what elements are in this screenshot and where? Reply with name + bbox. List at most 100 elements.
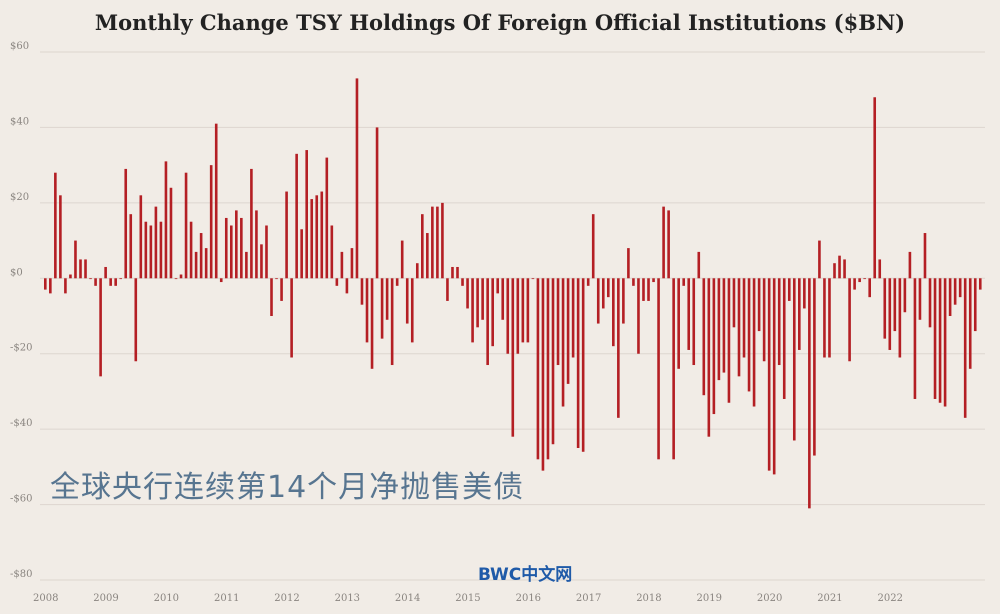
bar <box>772 278 776 475</box>
x-tick-label: 2020 <box>757 593 782 604</box>
bar <box>456 266 459 279</box>
bar <box>139 195 143 279</box>
bar <box>601 278 605 309</box>
x-tick-label: 2011 <box>214 593 239 604</box>
bar <box>94 278 97 286</box>
bar <box>179 274 183 279</box>
bar <box>888 278 892 350</box>
bar <box>657 278 660 460</box>
bar <box>295 153 298 279</box>
bar <box>99 278 102 377</box>
bar <box>617 278 620 418</box>
x-tick-label: 2014 <box>395 593 420 604</box>
bar <box>813 278 816 456</box>
bar <box>521 278 525 343</box>
bar <box>516 278 520 354</box>
bar <box>707 278 711 437</box>
bar <box>194 251 198 279</box>
bar <box>260 244 263 279</box>
bar <box>496 278 500 294</box>
bar <box>265 225 268 279</box>
bar <box>421 214 424 279</box>
bar <box>903 278 907 313</box>
bar <box>767 278 771 471</box>
bar <box>948 278 952 316</box>
bar <box>481 278 484 320</box>
bar <box>697 251 701 279</box>
bar <box>923 233 927 279</box>
y-tick-label: $60 <box>10 41 29 52</box>
bar <box>878 259 882 279</box>
bar <box>722 278 726 373</box>
bar <box>918 278 922 320</box>
bar <box>355 78 359 279</box>
bar <box>978 278 982 290</box>
bar <box>471 278 474 343</box>
bar <box>89 278 92 280</box>
bar <box>672 278 675 460</box>
bar <box>325 157 329 279</box>
y-tick-label: -$20 <box>10 343 32 354</box>
bar <box>49 278 52 294</box>
bar <box>612 278 615 347</box>
bar <box>677 278 680 369</box>
bar <box>134 278 138 362</box>
bar <box>792 278 796 441</box>
bar <box>591 214 595 279</box>
bar <box>219 278 223 283</box>
bar <box>129 214 133 279</box>
bar <box>305 150 308 279</box>
overlay-caption: 全球央行连续第14个月净抛售美债 <box>50 470 525 505</box>
bar <box>898 278 902 358</box>
bar <box>491 278 494 347</box>
bar <box>235 210 238 279</box>
bar <box>44 278 47 290</box>
bar <box>69 274 72 279</box>
bar <box>109 278 112 286</box>
bar <box>114 278 117 286</box>
bar <box>968 278 972 369</box>
bar <box>777 278 781 366</box>
x-tick-label: 2010 <box>154 593 179 604</box>
bar <box>270 278 273 316</box>
y-tick-label: $20 <box>10 192 29 203</box>
bar <box>531 278 535 280</box>
y-tick-label: $0 <box>10 267 23 278</box>
bar <box>928 278 932 328</box>
x-tick-label: 2013 <box>335 593 360 604</box>
bar <box>255 210 258 279</box>
bar <box>204 248 208 279</box>
bar <box>229 225 233 279</box>
bar <box>541 278 545 471</box>
bar <box>913 278 917 399</box>
bar <box>576 278 580 448</box>
bars <box>44 78 982 509</box>
bar <box>803 278 806 309</box>
bar <box>868 278 871 298</box>
bar <box>632 278 635 286</box>
bar <box>395 278 399 286</box>
bar <box>647 278 650 301</box>
bar <box>863 278 866 280</box>
bar <box>119 278 123 280</box>
bar <box>486 278 489 366</box>
bar <box>506 278 510 354</box>
bar <box>586 278 590 286</box>
bar <box>908 251 912 279</box>
bar <box>596 278 600 324</box>
bar <box>385 278 389 320</box>
bar <box>415 263 419 279</box>
x-tick-label: 2017 <box>576 593 601 604</box>
bar <box>199 233 203 279</box>
bar <box>169 187 173 279</box>
bar <box>757 278 761 332</box>
x-tick-label: 2019 <box>697 593 722 604</box>
x-tick-label: 2012 <box>274 593 299 604</box>
y-axis-labels: $60 $40 $20 $0 -$20 -$40 -$60 -$80 <box>10 41 32 580</box>
bar <box>536 278 540 460</box>
bar <box>335 278 339 286</box>
bar <box>873 97 877 279</box>
bar <box>893 278 897 332</box>
bar <box>184 172 188 279</box>
bar <box>380 278 384 339</box>
